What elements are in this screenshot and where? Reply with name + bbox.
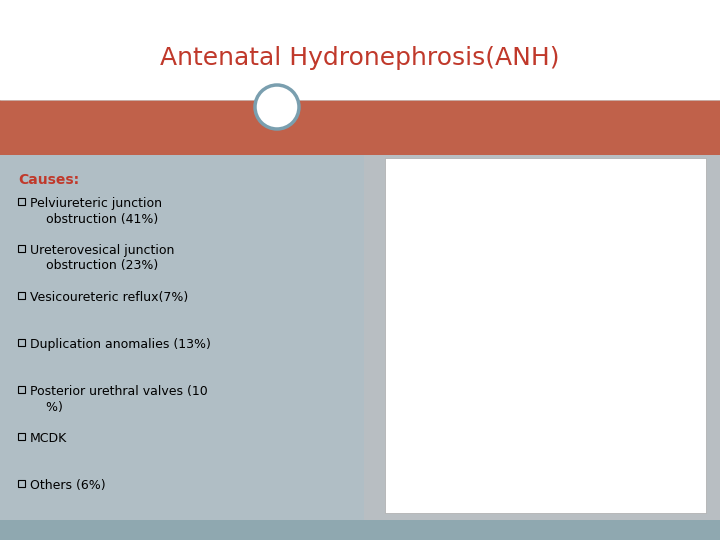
FancyBboxPatch shape [0, 155, 364, 520]
FancyBboxPatch shape [0, 100, 720, 155]
FancyBboxPatch shape [364, 155, 720, 520]
Text: MCDK: MCDK [30, 432, 67, 445]
Text: Vesicoureteric reflux(7%): Vesicoureteric reflux(7%) [30, 291, 188, 304]
Text: Others (6%): Others (6%) [30, 479, 106, 492]
Text: Pelviureteric junction
    obstruction (41%): Pelviureteric junction obstruction (41%) [30, 197, 162, 226]
Text: Causes:: Causes: [18, 173, 79, 187]
Text: Antenatal Hydronephrosis(ANH): Antenatal Hydronephrosis(ANH) [161, 46, 559, 70]
Text: Ureterovesical junction
    obstruction (23%): Ureterovesical junction obstruction (23%… [30, 244, 174, 273]
Circle shape [255, 85, 299, 129]
FancyBboxPatch shape [0, 0, 720, 100]
FancyBboxPatch shape [0, 520, 720, 540]
FancyBboxPatch shape [385, 158, 706, 513]
Text: Posterior urethral valves (10
    %): Posterior urethral valves (10 %) [30, 385, 208, 414]
Text: Duplication anomalies (13%): Duplication anomalies (13%) [30, 338, 211, 351]
